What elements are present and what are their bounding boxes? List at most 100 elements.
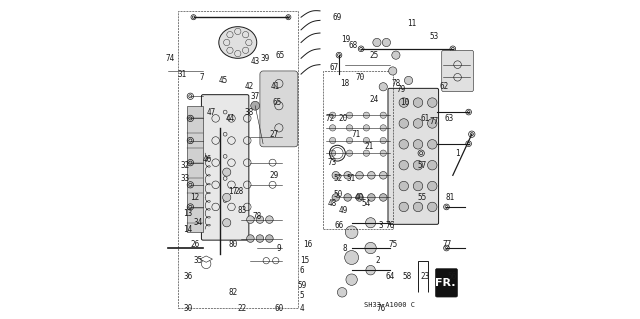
Circle shape [388,67,397,75]
Circle shape [367,172,375,179]
Circle shape [256,235,264,242]
Text: 24: 24 [370,95,379,104]
Polygon shape [200,256,212,262]
Circle shape [413,160,423,170]
Circle shape [399,119,408,128]
Text: FR.: FR. [435,278,456,288]
Text: 20: 20 [338,114,348,123]
Text: 55: 55 [417,193,426,202]
Circle shape [256,216,264,223]
Text: 59: 59 [297,281,307,291]
Circle shape [332,194,340,201]
Text: 57: 57 [417,161,426,170]
Text: 77: 77 [442,241,452,249]
Text: 79: 79 [396,85,405,94]
Text: 74: 74 [165,54,175,63]
Circle shape [380,172,387,179]
Text: 30: 30 [183,304,193,313]
FancyBboxPatch shape [442,50,474,92]
Circle shape [332,172,340,179]
Text: 51: 51 [346,174,356,183]
Text: 61: 61 [420,114,429,123]
FancyBboxPatch shape [435,269,458,297]
Text: 54: 54 [361,199,371,208]
Circle shape [380,112,387,118]
Text: 64: 64 [385,272,395,281]
Circle shape [380,194,387,201]
Circle shape [428,119,437,128]
Text: 67: 67 [330,63,339,72]
Text: 45: 45 [219,76,228,85]
Text: 37: 37 [250,92,260,101]
Text: 41: 41 [271,82,280,91]
Circle shape [346,150,353,156]
Ellipse shape [219,27,257,58]
Text: 34: 34 [194,218,203,227]
Circle shape [344,194,351,201]
Text: 83: 83 [238,206,247,215]
Circle shape [346,137,353,144]
Circle shape [364,137,369,144]
Circle shape [356,194,364,201]
Text: 50: 50 [333,190,343,199]
Circle shape [399,160,408,170]
Text: 78: 78 [392,79,401,88]
Text: SH33-A1000 C: SH33-A1000 C [364,302,415,308]
Text: 17: 17 [228,187,237,196]
Text: 31: 31 [178,70,187,78]
Circle shape [246,216,254,223]
Text: 40: 40 [355,193,364,202]
Circle shape [399,202,408,212]
Circle shape [330,150,336,156]
Text: 48: 48 [328,199,337,208]
Text: 62: 62 [439,82,449,91]
Text: 26: 26 [191,241,200,249]
Circle shape [364,112,369,118]
Circle shape [365,242,376,254]
Circle shape [330,112,336,118]
Circle shape [367,194,375,201]
Text: 77: 77 [430,117,439,126]
Text: 60: 60 [275,304,284,313]
Text: 11: 11 [407,19,417,28]
Circle shape [413,119,423,128]
Circle shape [246,235,254,242]
Circle shape [365,218,376,228]
Text: 82: 82 [228,288,237,297]
Circle shape [223,219,231,227]
Text: 2: 2 [375,256,380,265]
Circle shape [428,98,437,107]
Text: 5: 5 [300,291,304,300]
Circle shape [345,250,358,264]
Circle shape [364,150,369,156]
Circle shape [380,137,387,144]
Circle shape [379,83,387,91]
Text: 15: 15 [300,256,310,265]
Circle shape [337,287,347,297]
Text: 63: 63 [444,114,454,123]
Circle shape [382,38,390,47]
Text: 49: 49 [338,206,348,215]
Circle shape [364,125,369,131]
Text: 3: 3 [378,221,383,230]
Text: 47: 47 [206,108,216,116]
Circle shape [346,274,357,286]
Text: 72: 72 [326,114,335,123]
Circle shape [380,150,387,156]
Text: 58: 58 [403,272,412,281]
Circle shape [404,76,413,85]
Circle shape [399,181,408,191]
Text: 22: 22 [238,304,247,313]
Text: 6: 6 [300,266,304,275]
Circle shape [413,181,423,191]
Circle shape [428,140,437,149]
Circle shape [223,168,231,176]
Text: 46: 46 [203,155,212,164]
Circle shape [344,172,351,179]
Text: 35: 35 [194,256,203,265]
Text: 32: 32 [180,161,189,170]
Circle shape [346,125,353,131]
Circle shape [330,125,336,131]
Text: 68: 68 [349,41,358,50]
Text: 4: 4 [300,304,304,313]
